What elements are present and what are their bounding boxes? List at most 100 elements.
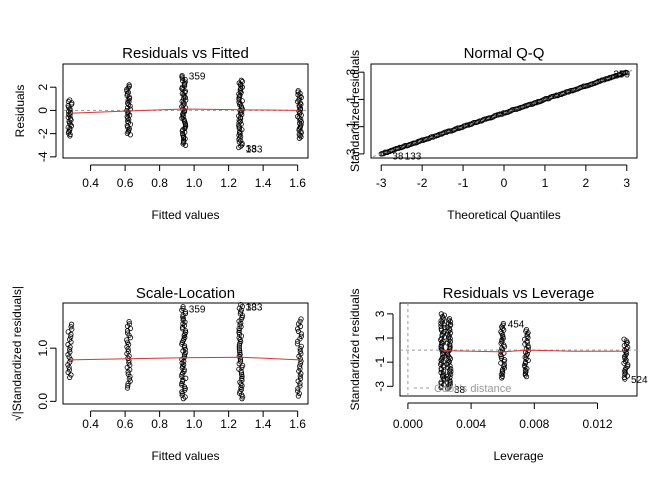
rvl-y-tick-label: -3 — [373, 381, 387, 392]
sl-point — [296, 368, 302, 374]
sl-point — [68, 324, 74, 330]
sl-point — [67, 349, 73, 355]
sl-point — [67, 346, 73, 353]
rvf-point — [67, 97, 73, 103]
sl-point — [236, 346, 242, 352]
sl-point — [125, 348, 131, 354]
sl-point — [297, 376, 304, 382]
rvf-point — [65, 98, 71, 105]
sl-point — [67, 336, 73, 343]
qq-points — [378, 69, 630, 157]
rvl-y-tick-label: -1 — [373, 357, 387, 368]
rvl-point — [445, 386, 451, 392]
sl-point — [126, 321, 133, 327]
sl-point — [69, 321, 75, 327]
sl-point — [297, 356, 303, 362]
sl-smooth-line — [69, 356, 300, 361]
sl-point — [298, 351, 304, 357]
rvf-y-tick-label: -2 — [36, 128, 50, 139]
sl-points — [65, 301, 304, 402]
sl-point — [179, 373, 185, 380]
rvf-x-tick-label: 0.6 — [117, 176, 134, 190]
sl-point — [125, 383, 131, 389]
rvl-y-tick-label: 1 — [373, 334, 387, 341]
rvf-smooth-line — [69, 108, 300, 114]
qq-point — [495, 112, 502, 118]
rvl-point — [445, 373, 451, 379]
sl-point — [238, 301, 244, 308]
qq-x-tick-label: 0 — [501, 176, 508, 190]
rvf-x-tick-label: 1.4 — [255, 176, 272, 190]
sl-point — [180, 377, 186, 383]
sl-point — [66, 367, 73, 373]
rvf-x-tick-label: 1.2 — [220, 176, 237, 190]
rvl-point — [445, 331, 451, 338]
rvf-point-label: 359 — [189, 72, 206, 83]
rvl-point — [500, 320, 507, 327]
sl-point — [66, 354, 72, 360]
rvf-point-label: 133 — [246, 145, 263, 156]
qq-point — [552, 93, 558, 99]
rvf-point — [294, 98, 301, 105]
sl-y-tick-label: 0.0 — [36, 393, 50, 410]
rvf-point — [182, 94, 188, 101]
sl-point — [239, 377, 245, 383]
rvf-point — [237, 110, 244, 116]
sl-point — [297, 348, 303, 354]
sl-point — [181, 322, 188, 329]
rvl-point — [444, 340, 451, 346]
rvl-x-tick-label: 0.012 — [582, 417, 612, 431]
sl-title: Scale-Location — [136, 285, 235, 302]
rvl-point — [522, 367, 529, 373]
sl-point — [297, 373, 303, 379]
qq-x-tick-label: -1 — [458, 176, 469, 190]
sl-ylabel: √|Standardized residuals| — [10, 286, 24, 421]
qq-y-tick-label: 3 — [344, 69, 358, 76]
sl-point — [66, 364, 72, 370]
rvl-point — [621, 374, 627, 381]
rvf-x-tick-label: 0.4 — [82, 176, 99, 190]
sl-point — [298, 343, 304, 349]
qq-point — [400, 144, 407, 150]
rvf-frame — [62, 63, 309, 159]
sl-point — [295, 393, 301, 399]
rvf-xlabel: Fitted values — [151, 208, 219, 222]
rvl-point — [438, 379, 444, 385]
rvf-point — [298, 119, 304, 125]
sl-point — [124, 330, 131, 336]
qq-xlabel: Theoretical Quantiles — [447, 208, 560, 222]
rvf-x-tick-label: 1.0 — [186, 176, 203, 190]
sl-x-tick-label: 1.0 — [186, 417, 203, 431]
sl-point — [236, 329, 242, 335]
sl-point — [65, 341, 71, 348]
rvl-point — [447, 338, 454, 345]
sl-point — [181, 344, 188, 351]
qq-point — [453, 126, 460, 132]
rvf-point — [179, 73, 185, 79]
rvl-point — [446, 354, 452, 360]
rvl-point-label: 524 — [631, 375, 648, 386]
rvf-point — [180, 110, 186, 116]
sl-point — [179, 382, 185, 388]
rvf-ylabel: Residuals — [13, 85, 27, 138]
rvl-point — [523, 326, 530, 333]
rvl-x-tick-label: 0.008 — [519, 417, 549, 431]
rvf-point — [65, 114, 71, 120]
sl-point — [237, 348, 243, 354]
sl-point — [237, 357, 244, 363]
rvf-points — [65, 73, 304, 151]
rvf-point — [295, 88, 301, 94]
rvf-point — [124, 86, 130, 93]
sl-point — [181, 384, 187, 390]
sl-point — [295, 388, 301, 394]
sl-point — [297, 366, 303, 372]
rvl-point — [441, 312, 447, 318]
rvl-x-tick-label: 0.004 — [456, 417, 486, 431]
qq-point-label: 38 — [392, 151, 404, 162]
sl-point — [181, 362, 187, 368]
rvf-point — [239, 140, 245, 147]
sl-point — [67, 374, 73, 381]
sl-point — [239, 375, 245, 381]
rvl-point — [438, 326, 444, 332]
rvl-xlabel: Leverage — [493, 449, 543, 463]
